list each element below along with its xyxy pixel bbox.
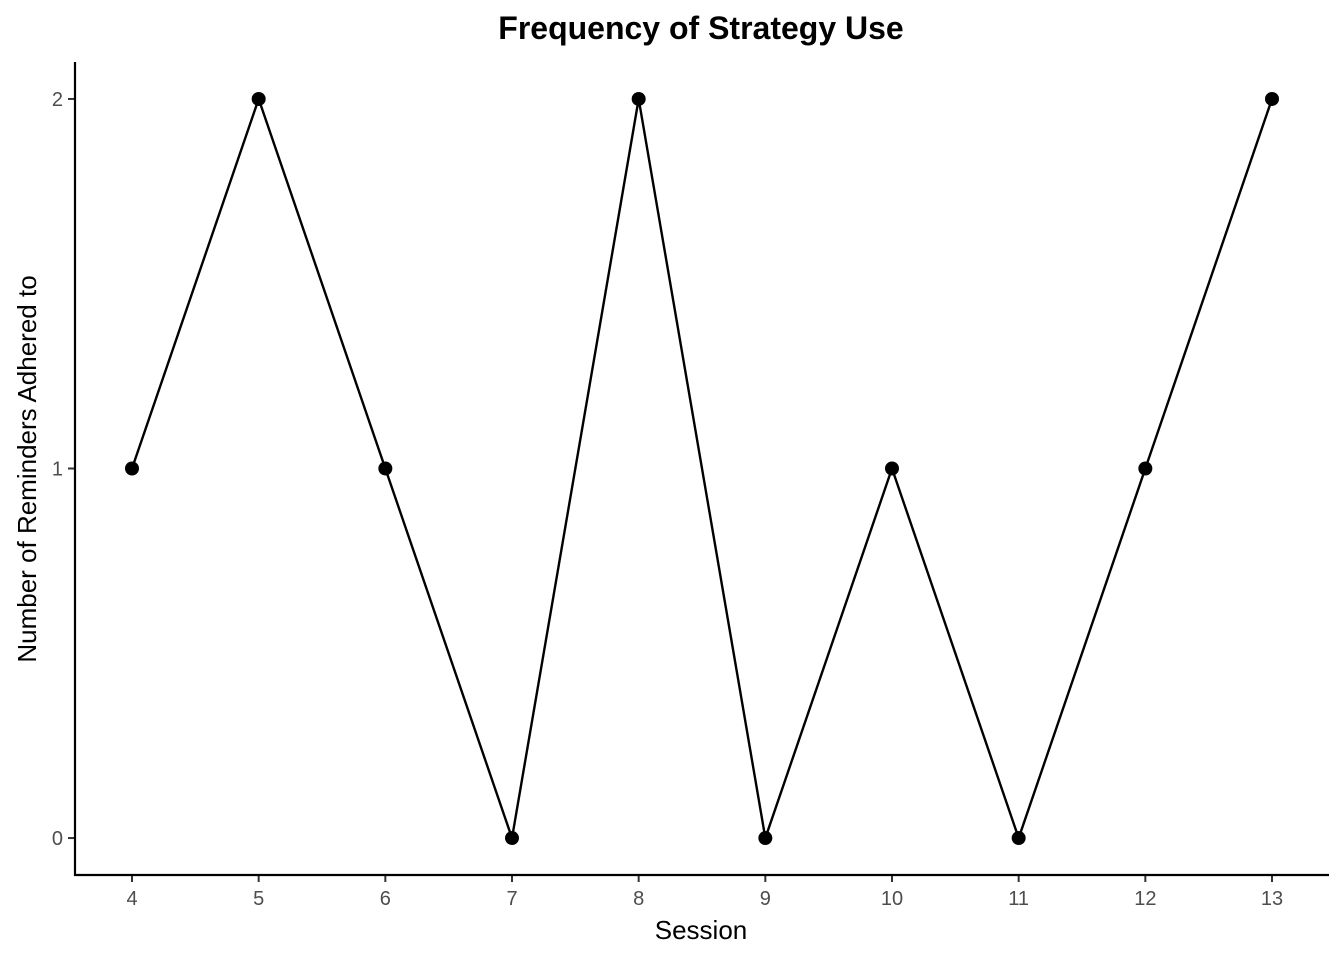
data-point (758, 831, 773, 846)
x-tick-label: 13 (1261, 888, 1283, 910)
y-tick-label: 0 (52, 828, 63, 850)
data-point (1138, 461, 1153, 476)
x-tick-label: 5 (253, 888, 264, 910)
data-points (125, 91, 1279, 846)
data-point (378, 461, 393, 476)
data-point (885, 461, 899, 476)
plot-area: 012 4 5 6 7 8 9 10 11 12 13 (52, 62, 1329, 910)
x-tick-label: 10 (881, 888, 903, 910)
data-point (251, 91, 266, 106)
x-tick-label: 9 (760, 888, 771, 910)
y-tick-label: 2 (52, 89, 63, 111)
y-axis-label: Number of Reminders Adhered to (12, 275, 42, 662)
x-axis-label: Session (655, 915, 748, 945)
y-tick-label: 1 (52, 459, 63, 481)
x-tick-label: 6 (380, 888, 391, 910)
x-axis-ticks: 4 5 6 7 8 9 10 11 12 13 (126, 875, 1283, 910)
chart-title: Frequency of Strategy Use (498, 10, 903, 46)
data-point (1265, 91, 1279, 106)
x-tick-label: 4 (126, 888, 137, 910)
y-axis-ticks: 0 1 2 (52, 89, 75, 850)
series-line (130, 97, 1274, 840)
x-tick-label: 12 (1134, 888, 1156, 910)
data-point (125, 461, 139, 476)
data-point (505, 831, 519, 846)
x-tick-label: 11 (1008, 888, 1029, 910)
x-tick-label: 7 (506, 888, 517, 910)
x-tick-label: 8 (633, 888, 644, 910)
data-point (1011, 831, 1026, 846)
data-point (631, 91, 646, 106)
